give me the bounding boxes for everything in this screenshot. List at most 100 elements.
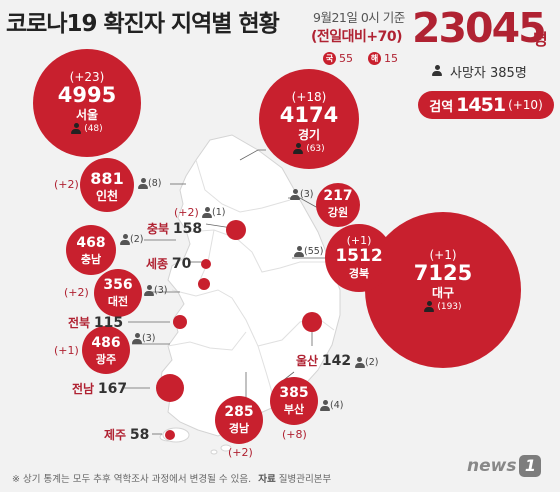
quarantine-badge: 검역 1451 (+10) bbox=[418, 91, 554, 119]
busan-change: (+8) bbox=[282, 428, 307, 441]
seoul-label: (+23) 4995 서울 (48) bbox=[47, 70, 127, 134]
person-icon bbox=[120, 234, 130, 245]
incheon-cases: 881 bbox=[90, 169, 124, 188]
news1-logo: news 1 bbox=[467, 455, 542, 477]
death-text: 사망자 385명 bbox=[450, 66, 527, 81]
domestic-count: 국 55 bbox=[323, 52, 353, 65]
gyeongnam-name: 경남 bbox=[228, 422, 250, 435]
daegu-change: (+1) bbox=[429, 248, 457, 262]
gwangju-bubble bbox=[82, 326, 130, 374]
gangwon-bubble bbox=[316, 183, 360, 227]
sejong-dot bbox=[201, 259, 211, 269]
busan-deaths: (4) bbox=[320, 400, 343, 411]
chungbuk-cases: 158 bbox=[172, 221, 203, 237]
quarantine-value: 1451 bbox=[456, 94, 506, 116]
person-icon bbox=[202, 207, 212, 218]
seoul-bubble bbox=[33, 49, 141, 157]
person-icon bbox=[138, 178, 148, 189]
gwangju-deaths: (3) bbox=[132, 333, 155, 344]
logo-mark: 1 bbox=[519, 455, 542, 477]
bubbles bbox=[33, 49, 521, 444]
total-unit: 명 bbox=[533, 30, 548, 49]
gyeongnam-label: 285 경남 bbox=[218, 405, 260, 436]
daejeon-change: (+2) bbox=[64, 286, 89, 299]
daegu-cases: 7125 bbox=[413, 261, 473, 285]
person-icon bbox=[432, 65, 444, 78]
gwangju-change: (+1) bbox=[54, 344, 79, 357]
ulsan-dot bbox=[302, 312, 322, 332]
chungbuk-change: (+2) bbox=[174, 206, 199, 219]
person-icon bbox=[144, 285, 154, 296]
sejong-name: 세종 bbox=[146, 257, 169, 271]
daegu-label: (+1) 7125 대구 (193) bbox=[403, 248, 483, 312]
gyeonggi-name: 경기 bbox=[297, 128, 321, 142]
jeonbuk-text: 전북 115 bbox=[68, 314, 123, 331]
daejeon-bubble bbox=[94, 269, 142, 317]
busan-label: 385 부산 bbox=[273, 386, 315, 417]
seoul-change: (+23) bbox=[69, 70, 105, 84]
busan-name: 부산 bbox=[283, 403, 305, 416]
incheon-bubble bbox=[80, 158, 134, 212]
jeonnam-cases: 167 bbox=[97, 381, 128, 397]
person-icon bbox=[290, 189, 300, 200]
daegu-name: 대구 bbox=[431, 286, 455, 300]
gangwon-cases: 217 bbox=[323, 188, 353, 204]
chungbuk-name: 충북 bbox=[147, 222, 170, 236]
daejeon-label: 356 대전 bbox=[97, 278, 139, 309]
person-icon bbox=[354, 357, 365, 368]
gangwon-deaths: (3) bbox=[290, 189, 313, 200]
death-count: 사망자 385명 bbox=[432, 62, 527, 81]
gyeongbuk-name: 경북 bbox=[348, 267, 370, 280]
chungbuk-dot bbox=[226, 220, 246, 240]
person-icon bbox=[424, 301, 435, 312]
chungnam-bubble bbox=[66, 225, 116, 275]
jeonnam-name: 전남 bbox=[72, 382, 95, 396]
overseas-count: 해 15 bbox=[368, 52, 398, 65]
chungnam-name: 충남 bbox=[80, 253, 102, 266]
daegu-deaths: (193) bbox=[403, 301, 483, 312]
gyeongbuk-change: (+1) bbox=[346, 234, 372, 247]
region-dots bbox=[156, 220, 322, 440]
daejeon-name: 대전 bbox=[107, 295, 129, 308]
seoul-deaths: (48) bbox=[47, 123, 127, 134]
jeju-dot bbox=[165, 430, 175, 440]
chungnam-label: 468 충남 bbox=[70, 236, 112, 267]
gyeonggi-cases: 4174 bbox=[279, 103, 339, 127]
incheon-deaths: (8) bbox=[138, 178, 161, 189]
gyeongnam-change: (+2) bbox=[228, 446, 253, 459]
chungbuk-text: 충북 158 bbox=[147, 220, 202, 237]
gyeongnam-cases: 285 bbox=[224, 404, 254, 420]
overseas-icon: 해 bbox=[368, 52, 381, 65]
person-icon bbox=[294, 246, 304, 257]
ulsan-text: 울산 142 (2) bbox=[296, 352, 378, 369]
gyeongbuk-label: (+1) 1512 경북 bbox=[332, 234, 386, 281]
total-cases: 23045 bbox=[412, 4, 547, 52]
seoul-cases: 4995 bbox=[57, 83, 117, 107]
quarantine-change: (+10) bbox=[508, 98, 543, 112]
chungnam-deaths: (2) bbox=[120, 234, 143, 245]
page-title: 코로나19 확진자 지역별 현황 bbox=[6, 11, 280, 37]
jeju-cases: 58 bbox=[129, 427, 150, 443]
jeonnam-dot bbox=[156, 374, 184, 402]
quarantine-label: 검역 bbox=[429, 99, 454, 115]
jeonbuk-cases: 115 bbox=[93, 315, 124, 331]
daejeon-deaths: (3) bbox=[144, 285, 167, 296]
footer-note: ※ 상기 통계는 모두 추후 역학조사 과정에서 변경될 수 있음. 자료 질병… bbox=[12, 471, 331, 485]
reference-date: 9월21일 0시 기준 bbox=[313, 10, 405, 25]
gyeonggi-label: (+18) 4174 경기 (63) bbox=[269, 90, 349, 154]
person-icon bbox=[320, 400, 330, 411]
busan-bubble bbox=[270, 377, 318, 425]
busan-cases: 385 bbox=[279, 385, 309, 401]
person-icon bbox=[293, 143, 304, 154]
gyeonggi-deaths: (63) bbox=[269, 143, 349, 154]
incheon-change: (+2) bbox=[54, 178, 79, 191]
person-icon bbox=[71, 123, 82, 134]
daegu-bubble bbox=[365, 212, 521, 368]
gyeongbuk-bubble bbox=[325, 224, 393, 292]
gwangju-name: 광주 bbox=[95, 353, 117, 366]
gyeongbuk-deaths: (55) bbox=[294, 246, 324, 257]
gyeongbuk-cases: 1512 bbox=[335, 246, 383, 266]
jeonnam-text: 전남 167 bbox=[72, 380, 127, 397]
jeju-name: 제주 bbox=[104, 428, 127, 442]
